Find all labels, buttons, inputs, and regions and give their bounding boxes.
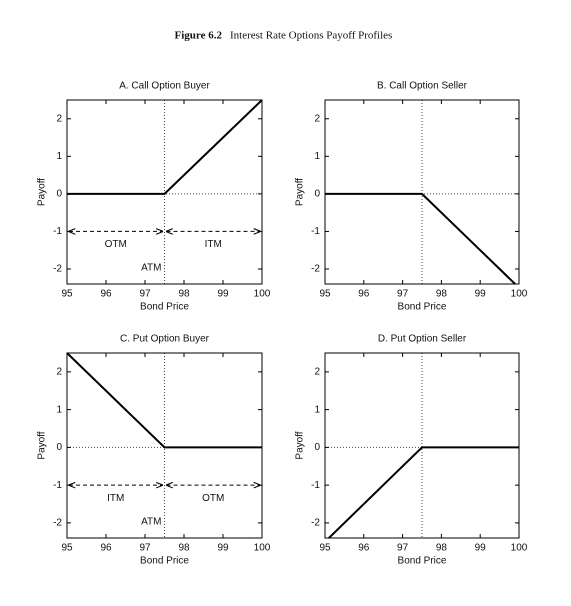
x-tick-label: 95	[319, 543, 331, 554]
plot-frame	[324, 99, 520, 285]
plot-frame	[324, 352, 520, 539]
y-tick-label: 1	[56, 151, 62, 162]
x-tick-label: 98	[436, 543, 448, 554]
x-tick-label: 100	[511, 543, 528, 554]
y-axis-label: Payoff	[37, 431, 48, 459]
y-tick-label: -1	[311, 226, 320, 237]
x-tick-label: 95	[61, 289, 73, 300]
x-tick-label: 98	[436, 289, 448, 300]
x-axis-label: Bond Price	[140, 556, 189, 567]
y-tick-label: 1	[314, 404, 320, 415]
chart-title: D. Put Option Seller	[378, 334, 467, 345]
y-tick-label: -2	[53, 264, 62, 275]
reference-x-label: ATM	[141, 263, 161, 274]
figure-title: Interest Rate Options Payoff Profiles	[230, 30, 392, 42]
plot-frame	[66, 99, 263, 285]
y-tick-label: -1	[311, 480, 320, 491]
chart-title: C. Put Option Buyer	[120, 334, 210, 345]
region-label: OTM	[202, 493, 224, 504]
x-axis-label: Bond Price	[398, 556, 447, 567]
x-tick-label: 98	[178, 289, 190, 300]
y-tick-label: 1	[314, 151, 320, 162]
x-tick-label: 97	[139, 289, 151, 300]
x-tick-label: 99	[475, 289, 487, 300]
x-tick-label: 99	[217, 289, 229, 300]
y-tick-label: 1	[56, 404, 62, 415]
chart-title: B. Call Option Seller	[377, 81, 468, 92]
payoff-line	[328, 446, 519, 539]
y-axis-label: Payoff	[295, 431, 306, 459]
plot-frame	[66, 352, 263, 539]
y-axis-label: Payoff	[37, 178, 48, 206]
y-tick-label: 0	[314, 189, 320, 200]
x-tick-label: 99	[217, 543, 229, 554]
x-tick-label: 97	[139, 543, 151, 554]
y-tick-label: -2	[53, 518, 62, 529]
region-label: ITM	[107, 493, 124, 504]
y-tick-label: -1	[53, 226, 62, 237]
chart-title: A. Call Option Buyer	[119, 81, 210, 92]
y-tick-label: 0	[56, 442, 62, 453]
x-tick-label: 96	[358, 289, 370, 300]
y-tick-label: -1	[53, 480, 62, 491]
x-axis-label: Bond Price	[140, 302, 189, 313]
figure-label: Figure 6.2	[175, 30, 223, 42]
x-tick-label: 95	[61, 543, 73, 554]
x-tick-label: 97	[397, 543, 409, 554]
y-tick-label: 2	[314, 367, 320, 378]
payoff-line	[67, 99, 263, 195]
y-tick-label: 2	[314, 113, 320, 124]
y-tick-label: 2	[56, 367, 62, 378]
x-tick-label: 96	[100, 543, 112, 554]
x-tick-label: 99	[475, 543, 487, 554]
y-axis-label: Payoff	[295, 178, 306, 206]
payoff-line	[66, 352, 262, 449]
y-tick-label: 2	[56, 113, 62, 124]
x-tick-label: 95	[319, 289, 331, 300]
y-tick-label: -2	[311, 264, 320, 275]
x-tick-label: 96	[100, 289, 112, 300]
x-tick-label: 98	[178, 543, 190, 554]
payoff-line	[325, 192, 516, 285]
x-tick-label: 100	[254, 289, 271, 300]
x-tick-label: 100	[511, 289, 528, 300]
region-label: OTM	[105, 239, 127, 250]
x-tick-label: 100	[254, 543, 271, 554]
region-label: ITM	[205, 239, 222, 250]
y-tick-label: 0	[314, 442, 320, 453]
reference-x-label: ATM	[141, 517, 161, 528]
x-tick-label: 96	[358, 543, 370, 554]
y-tick-label: 0	[56, 189, 62, 200]
y-tick-label: -2	[311, 518, 320, 529]
x-axis-label: Bond Price	[398, 302, 447, 313]
x-tick-label: 97	[397, 289, 409, 300]
